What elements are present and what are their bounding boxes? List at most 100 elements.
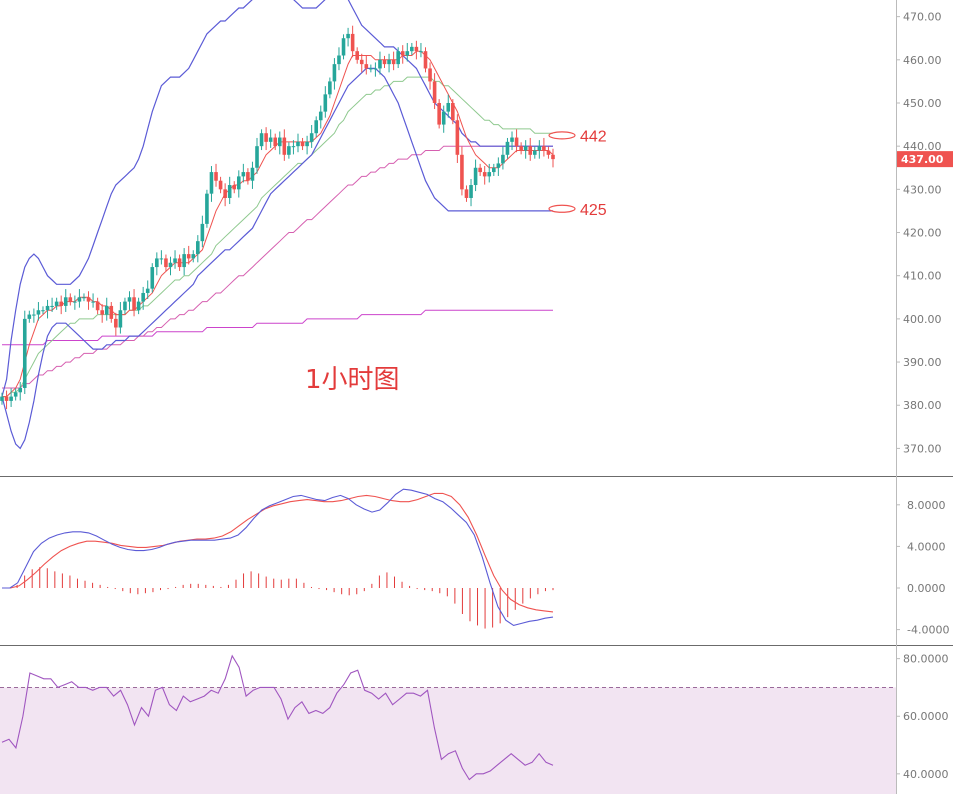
- candle-body: [13, 392, 18, 397]
- candle-body: [246, 172, 250, 181]
- rsi-tick-label: 80.0000: [903, 653, 949, 666]
- candle-body: [551, 154, 555, 160]
- candle-body: [464, 189, 469, 198]
- candle-body: [68, 297, 73, 302]
- candle-body: [4, 396, 9, 401]
- candle-body: [86, 297, 91, 302]
- candle-body: [455, 120, 460, 155]
- candle-body: [496, 163, 501, 168]
- level-label: 442: [580, 128, 607, 145]
- candle-body: [177, 258, 182, 268]
- rsi-panel: 80.0000 60.0000 40.0000: [0, 653, 949, 794]
- candle-body: [273, 137, 278, 147]
- candle-body: [100, 310, 104, 315]
- price-tick-label: 460.00: [903, 54, 942, 67]
- candle-body: [414, 46, 419, 52]
- candle-body: [259, 133, 264, 147]
- candle-body: [300, 141, 305, 147]
- level-marker: [548, 131, 576, 140]
- ma-mid-line: [2, 76, 553, 398]
- candle-body: [291, 146, 296, 148]
- candle-body: [428, 68, 432, 82]
- candle-body: [168, 262, 173, 268]
- candle-body: [36, 310, 41, 315]
- candle-body: [419, 51, 423, 53]
- candle-body: [309, 133, 314, 142]
- rsi-band: [0, 687, 896, 794]
- candle-body: [537, 146, 542, 151]
- candle-body: [173, 258, 177, 263]
- candle-body: [282, 137, 287, 155]
- candle-body: [355, 51, 359, 60]
- candle-body: [227, 185, 232, 198]
- main-price-panel: 470.00 460.00 450.00 440.00 430.00 420.00 410.…: [0, 0, 953, 455]
- candle-body: [127, 297, 132, 302]
- candle-body: [441, 111, 446, 125]
- candle-body: [82, 297, 86, 299]
- candle-body: [63, 297, 68, 306]
- candle-body: [532, 150, 537, 155]
- candle-body: [132, 297, 136, 311]
- candle-body: [423, 51, 428, 69]
- candle-body: [542, 146, 546, 151]
- candle-body: [196, 241, 200, 255]
- candle-body: [45, 305, 50, 311]
- candle-body: [482, 172, 487, 177]
- candle-body: [337, 55, 341, 65]
- price-tick-label: 400.00: [903, 313, 942, 326]
- candle-body: [50, 305, 54, 307]
- ma-very-long-line: [2, 309, 553, 346]
- candle-body: [136, 301, 141, 311]
- price-tick-label: 470.00: [903, 11, 942, 24]
- candle-body: [437, 102, 441, 125]
- candle-body: [369, 68, 373, 70]
- candle-body: [191, 254, 196, 259]
- candle-body: [359, 59, 364, 65]
- candle-body: [159, 258, 164, 260]
- candle-body: [164, 258, 168, 268]
- candle-body: [241, 172, 246, 177]
- candle-body: [209, 172, 214, 194]
- candle-body: [546, 150, 551, 155]
- price-tick-label: 420.00: [903, 227, 942, 240]
- candle-body: [223, 189, 227, 198]
- candle-body: [118, 310, 123, 328]
- bollinger-lower-line: [1, 67, 553, 450]
- candle-body: [22, 318, 27, 388]
- candle-body: [91, 301, 95, 303]
- candle-body: [232, 185, 237, 190]
- candle-body: [328, 81, 332, 95]
- candle-body: [205, 193, 209, 224]
- candle-body: [296, 141, 300, 147]
- candle-body: [277, 137, 282, 147]
- candle-body: [268, 137, 273, 142]
- candle-body: [405, 51, 410, 56]
- price-tick-label: 440.00: [903, 140, 942, 153]
- current-price-tag: [897, 151, 953, 168]
- candle-body: [341, 38, 346, 56]
- candle-body: [514, 137, 519, 147]
- candle-body: [305, 141, 309, 147]
- candle-body: [346, 33, 350, 39]
- candle-body: [378, 59, 382, 69]
- ma-short-line: [2, 50, 554, 398]
- candle-body: [218, 180, 223, 190]
- candle-body: [487, 172, 492, 177]
- candle-body: [318, 111, 323, 121]
- candle-body: [9, 396, 13, 401]
- candle-body: [519, 146, 523, 151]
- candle-body: [109, 305, 114, 319]
- candle-body: [446, 102, 451, 112]
- macd-dif-line: [2, 488, 554, 626]
- candle-body: [391, 59, 396, 65]
- price-tick-label: 380.00: [903, 399, 942, 412]
- price-tick-label: 450.00: [903, 97, 942, 110]
- candle-body: [469, 185, 473, 198]
- candle-body: [501, 154, 505, 164]
- macd-dea-line: [2, 492, 554, 613]
- candle-body: [314, 120, 319, 134]
- candle-body: [77, 297, 82, 302]
- ma-long-line: [2, 145, 553, 389]
- candle-body: [0, 396, 4, 401]
- candle-body: [141, 292, 145, 302]
